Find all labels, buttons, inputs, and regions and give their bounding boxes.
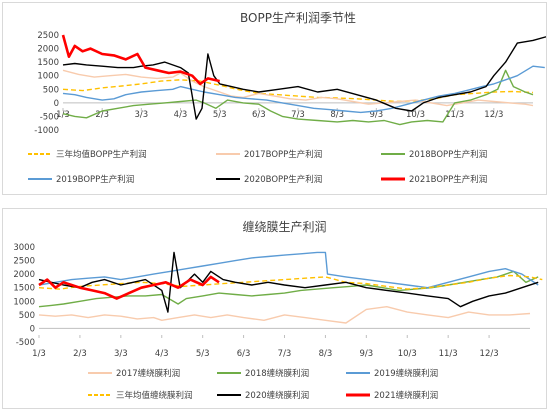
y-tick-label: 1000 xyxy=(13,297,35,307)
chart-title: BOPP生产利润季节性 xyxy=(240,11,356,25)
y-tick-label: 2000 xyxy=(37,45,59,55)
bopp-profit-chart-panel: BOPP生产利润季节性 -1000 -500 0 500 1000 1500 2000 2500… xyxy=(2,2,547,195)
legend-label: 2020BOPP生产利润 xyxy=(244,174,322,185)
x-tick-label: 7/3 xyxy=(291,110,305,120)
x-tick-label: 6/3 xyxy=(237,349,251,359)
series-line-4 xyxy=(38,251,539,313)
y-tick-label: 0 xyxy=(54,99,59,109)
series-line-0 xyxy=(38,306,531,324)
y-tick-label: -500 xyxy=(16,338,35,348)
legend-label: 三年均值BOPP生产利润 xyxy=(56,149,147,160)
series-line-1 xyxy=(38,270,539,308)
x-tick-label: 2/3 xyxy=(95,110,109,120)
x-tick-label: 6/3 xyxy=(252,110,266,120)
y-tick-label: 500 xyxy=(19,311,35,321)
x-tick-label: 5/3 xyxy=(213,110,227,120)
y-tick-label: 0 xyxy=(30,324,35,334)
x-tick-label: 4/3 xyxy=(174,110,188,120)
x-tick-label: 4/3 xyxy=(155,349,169,359)
x-tick-label: 7/3 xyxy=(278,349,292,359)
wrap-film-profit-chart: 缠绕膜生产利润 -500 0 500 1000 1500 2000 2500 3000 1/3 2/… xyxy=(13,219,543,401)
x-tick-label: 2/3 xyxy=(73,349,87,359)
legend-label: 2017缠绕膜利润 xyxy=(116,368,180,379)
x-tick-label: 12/3 xyxy=(484,110,503,120)
series-line-1 xyxy=(62,69,534,107)
x-tick-label: 10/3 xyxy=(406,110,425,120)
x-tick-label: 9/3 xyxy=(369,110,383,120)
y-tick-label: 2000 xyxy=(13,270,35,280)
legend-label: 2020缠绕膜利润 xyxy=(245,390,309,401)
legend-label: 2019BOPP生产利润 xyxy=(56,174,134,185)
series-line-3 xyxy=(62,65,545,114)
wrap-film-profit-chart-panel: 缠绕膜生产利润 -500 0 500 1000 1500 2000 2500 3000 1/3 2/… xyxy=(2,208,547,409)
x-tick-label: 3/3 xyxy=(134,110,148,120)
y-tick-label: 1000 xyxy=(37,72,59,82)
legend-label: 2018BOPP生产利润 xyxy=(409,149,487,160)
legend-label: 2021BOPP生产利润 xyxy=(409,174,487,185)
x-tick-label: 1/3 xyxy=(56,110,70,120)
y-tick-label: -500 xyxy=(40,112,59,122)
x-tick-label: 8/3 xyxy=(330,110,344,120)
x-tick-label: 9/3 xyxy=(359,349,373,359)
x-tick-label: 11/3 xyxy=(439,349,458,359)
series-line-4 xyxy=(62,36,546,120)
x-tick-label: 11/3 xyxy=(445,110,464,120)
x-tick-label: 12/3 xyxy=(480,349,499,359)
series-line-3 xyxy=(38,274,543,290)
y-tick-label: 3000 xyxy=(13,243,35,253)
y-tick-label: 2500 xyxy=(13,257,35,267)
y-tick-label: 1500 xyxy=(13,284,35,294)
bopp-profit-chart: BOPP生产利润季节性 -1000 -500 0 500 1000 1500 2000 2500… xyxy=(28,11,546,185)
x-tick-label: 10/3 xyxy=(398,349,417,359)
y-tick-label: -1000 xyxy=(34,126,59,136)
x-tick-label: 8/3 xyxy=(319,349,333,359)
x-tick-label: 3/3 xyxy=(114,349,128,359)
y-tick-label: 1500 xyxy=(37,58,59,68)
series-line-0 xyxy=(62,79,534,103)
chart-title: 缠绕膜生产利润 xyxy=(242,219,326,234)
series-line-5 xyxy=(38,275,220,300)
series-line-2 xyxy=(62,69,534,126)
series-line-2 xyxy=(38,251,539,289)
series-line-5 xyxy=(61,34,220,86)
legend-label: 2019缠绕膜利润 xyxy=(374,368,438,379)
legend-label: 2021缠绕膜利润 xyxy=(374,390,438,401)
legend-label: 2017BOPP生产利润 xyxy=(244,149,322,160)
y-tick-label: 500 xyxy=(43,85,59,95)
y-tick-label: 2500 xyxy=(37,31,59,41)
legend-label: 2018缠绕膜利润 xyxy=(245,368,309,379)
x-tick-label: 5/3 xyxy=(196,349,210,359)
x-tick-label: 1/3 xyxy=(32,349,46,359)
legend-label: 三年均值缠绕膜利润 xyxy=(116,390,193,401)
